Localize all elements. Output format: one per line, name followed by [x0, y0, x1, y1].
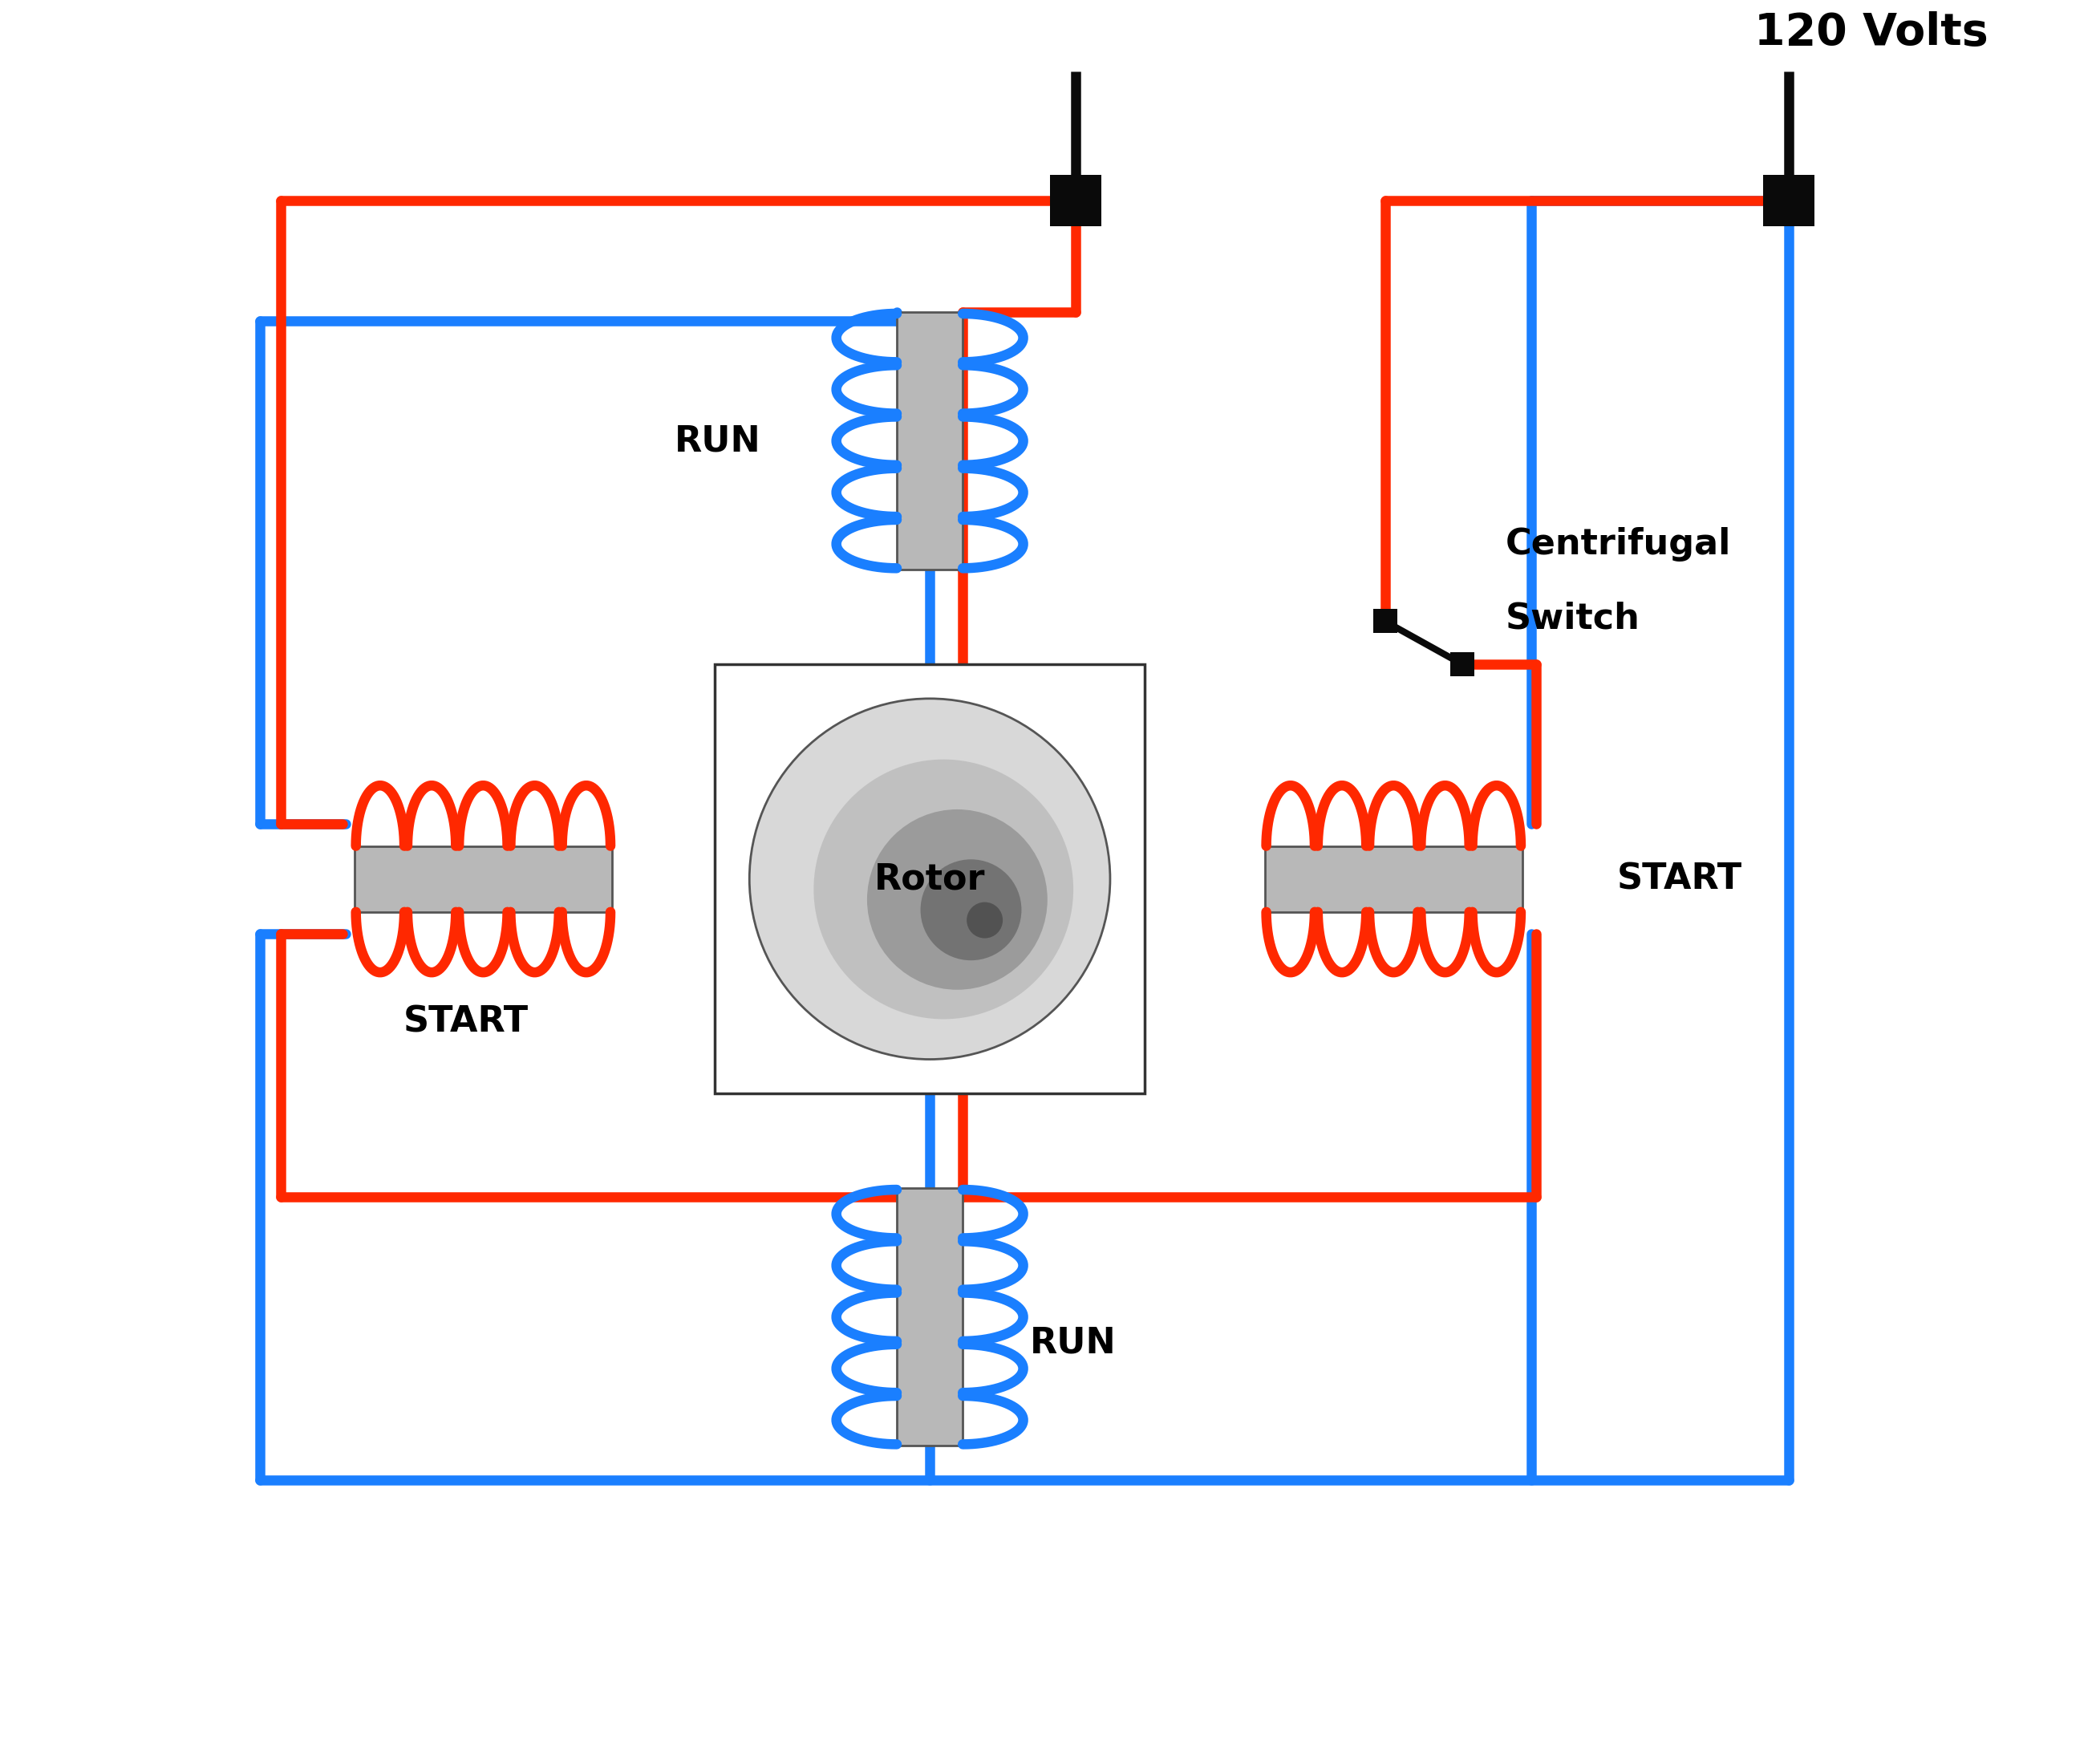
Circle shape [750, 699, 1111, 1060]
Text: Rotor: Rotor [874, 862, 985, 897]
Bar [1762, 175, 1814, 226]
Circle shape [920, 860, 1021, 960]
Text: START: START [1617, 862, 1743, 897]
Text: RUN: RUN [674, 424, 760, 459]
Bar [355, 846, 611, 913]
Bar [897, 1188, 962, 1445]
Text: 120 Volts: 120 Volts [1753, 11, 1989, 54]
Bar [897, 312, 962, 569]
Text: START: START [403, 1006, 529, 1039]
Bar [1050, 175, 1102, 226]
Circle shape [813, 759, 1073, 1020]
Bar [1373, 610, 1396, 632]
Text: Switch: Switch [1506, 561, 1640, 636]
Bar [716, 664, 1144, 1093]
Text: RUN: RUN [1031, 1326, 1117, 1360]
Circle shape [867, 809, 1048, 990]
Bar [1264, 846, 1523, 913]
Text: Centrifugal: Centrifugal [1506, 527, 1730, 561]
Circle shape [966, 902, 1004, 939]
Bar [1451, 652, 1474, 676]
